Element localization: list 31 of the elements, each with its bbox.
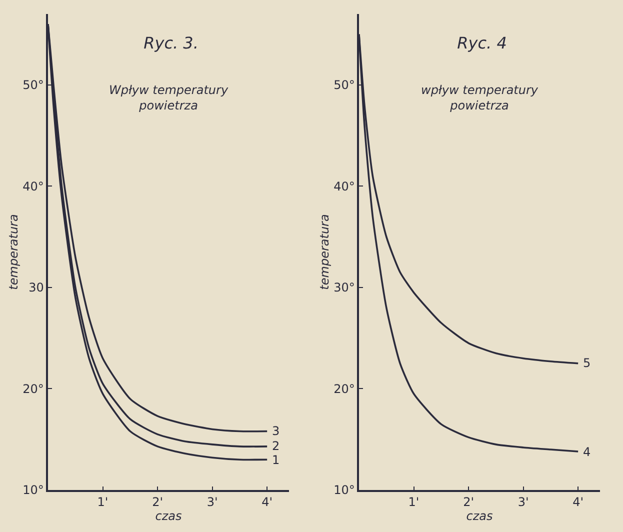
x-tick-label: 2' [152,495,164,510]
series-label: 1 [272,453,280,467]
series-label: 4 [583,445,591,459]
x-tick-label: 3' [518,495,529,510]
text: Ryc. 4 [457,33,507,52]
y-tick-label: 50° [22,78,44,92]
y-tick-label: 30° [334,280,355,295]
text: wpływ temperatury powietrza [421,83,539,113]
text: Ryc. 3. [144,33,198,52]
y-axis-title: temperatura [317,214,332,290]
y-tick-label: 30 [28,280,44,295]
series-label: 2 [272,439,280,453]
y-tick-label: 50° [334,78,355,92]
y-tick-label: 10° [22,483,44,498]
x-tick-label: 1' [97,495,108,510]
x-tick-label: 4' [262,495,273,510]
y-tick-label: 10° [334,483,355,498]
x-axis-title: czas [466,509,493,524]
series-label: 5 [583,356,591,370]
y-tick-label: 40° [334,179,355,194]
x-tick-label: 1' [408,495,420,510]
x-tick-label: 3' [206,495,218,510]
x-tick-label: 2' [463,495,474,510]
y-tick-label: 40° [22,179,44,194]
y-tick-label: 20° [22,382,44,396]
x-tick-label: 4' [572,495,584,510]
x-axis-title: czas [155,509,182,524]
y-tick-label: 20° [334,382,355,396]
series-label: 3 [272,424,280,438]
text: Wpływ temperatury powietrza [109,83,229,113]
y-axis-title: temperatura [6,214,20,290]
